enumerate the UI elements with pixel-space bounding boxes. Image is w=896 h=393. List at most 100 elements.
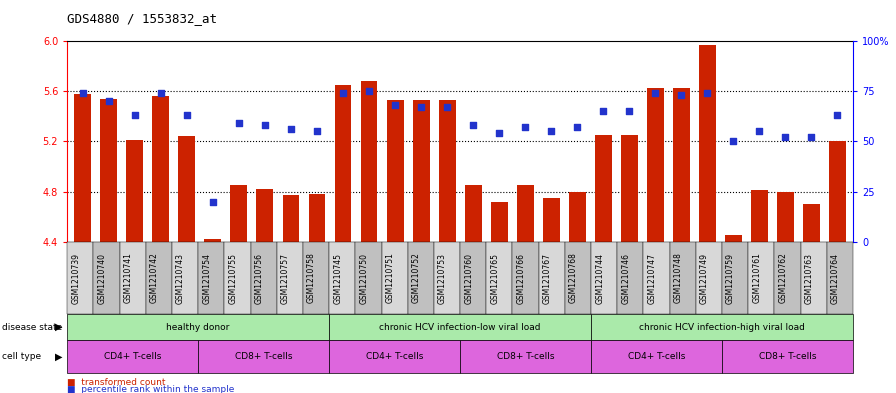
Text: CD8+ T-cells: CD8+ T-cells bbox=[759, 352, 816, 361]
Text: GSM1210761: GSM1210761 bbox=[753, 253, 762, 303]
Bar bbox=[386, 100, 403, 242]
Text: GSM1210756: GSM1210756 bbox=[254, 253, 263, 303]
Text: ■  percentile rank within the sample: ■ percentile rank within the sample bbox=[67, 385, 235, 393]
Text: GSM1210749: GSM1210749 bbox=[700, 253, 709, 303]
Point bbox=[596, 108, 610, 114]
Point bbox=[518, 124, 532, 130]
Point bbox=[258, 122, 272, 129]
Bar bbox=[308, 194, 325, 242]
Text: GSM1210759: GSM1210759 bbox=[726, 253, 735, 303]
Text: CD4+ T-cells: CD4+ T-cells bbox=[104, 352, 161, 361]
Bar bbox=[204, 239, 221, 242]
Bar bbox=[829, 141, 846, 242]
Point bbox=[180, 112, 194, 119]
Bar bbox=[100, 99, 117, 242]
Point bbox=[466, 122, 480, 129]
Point bbox=[440, 104, 454, 110]
Point bbox=[101, 98, 116, 105]
Text: GSM1210760: GSM1210760 bbox=[464, 253, 473, 303]
Text: GSM1210739: GSM1210739 bbox=[72, 253, 81, 303]
Point bbox=[154, 90, 168, 97]
Text: GSM1210766: GSM1210766 bbox=[517, 253, 526, 303]
Point bbox=[388, 102, 402, 108]
Point bbox=[414, 104, 428, 110]
Text: GSM1210765: GSM1210765 bbox=[490, 253, 499, 303]
Bar bbox=[230, 185, 247, 242]
Text: GSM1210751: GSM1210751 bbox=[385, 253, 394, 303]
Text: GSM1210753: GSM1210753 bbox=[438, 253, 447, 303]
Point bbox=[206, 198, 220, 205]
Text: ▶: ▶ bbox=[56, 352, 63, 362]
Text: healthy donor: healthy donor bbox=[167, 323, 230, 332]
Text: chronic HCV infection-high viral load: chronic HCV infection-high viral load bbox=[639, 323, 805, 332]
Point bbox=[674, 92, 688, 99]
Bar bbox=[334, 85, 351, 242]
Bar bbox=[777, 191, 794, 242]
Text: GSM1210742: GSM1210742 bbox=[150, 253, 159, 303]
Text: GSM1210748: GSM1210748 bbox=[674, 253, 683, 303]
Point bbox=[492, 130, 506, 137]
Bar bbox=[647, 88, 664, 242]
Point bbox=[752, 128, 766, 134]
Bar bbox=[725, 235, 742, 242]
Bar bbox=[126, 140, 143, 242]
Point bbox=[232, 120, 246, 127]
Text: CD8+ T-cells: CD8+ T-cells bbox=[496, 352, 555, 361]
Text: GSM1210745: GSM1210745 bbox=[333, 253, 342, 303]
Bar bbox=[152, 96, 169, 242]
Text: GSM1210754: GSM1210754 bbox=[202, 253, 211, 303]
Point bbox=[778, 134, 792, 141]
Bar bbox=[282, 195, 299, 242]
Bar bbox=[256, 189, 273, 242]
Text: GSM1210768: GSM1210768 bbox=[569, 253, 578, 303]
Bar bbox=[699, 45, 716, 242]
Point bbox=[284, 126, 298, 132]
Point bbox=[805, 134, 819, 141]
Point bbox=[128, 112, 142, 119]
Text: CD4+ T-cells: CD4+ T-cells bbox=[628, 352, 685, 361]
Text: GSM1210755: GSM1210755 bbox=[228, 253, 237, 303]
Text: cell type: cell type bbox=[2, 352, 41, 361]
Text: GSM1210746: GSM1210746 bbox=[621, 253, 631, 303]
Bar bbox=[74, 94, 91, 242]
Text: GSM1210762: GSM1210762 bbox=[779, 253, 788, 303]
Bar bbox=[569, 191, 586, 242]
Text: disease state: disease state bbox=[2, 323, 62, 332]
Bar bbox=[465, 185, 481, 242]
Point bbox=[310, 128, 324, 134]
Point bbox=[544, 128, 558, 134]
Text: GSM1210767: GSM1210767 bbox=[543, 253, 552, 303]
Bar bbox=[803, 204, 820, 242]
Text: GSM1210752: GSM1210752 bbox=[412, 253, 421, 303]
Point bbox=[831, 112, 845, 119]
Text: CD8+ T-cells: CD8+ T-cells bbox=[235, 352, 292, 361]
Bar bbox=[673, 88, 690, 242]
Text: GSM1210744: GSM1210744 bbox=[595, 253, 604, 303]
Bar bbox=[517, 185, 534, 242]
Bar bbox=[543, 198, 560, 242]
Bar bbox=[491, 202, 507, 242]
Bar bbox=[360, 81, 377, 242]
Point bbox=[622, 108, 636, 114]
Text: ■  transformed count: ■ transformed count bbox=[67, 378, 166, 387]
Point bbox=[700, 90, 714, 97]
Text: GSM1210741: GSM1210741 bbox=[124, 253, 133, 303]
Bar bbox=[439, 100, 455, 242]
Text: GSM1210758: GSM1210758 bbox=[307, 253, 316, 303]
Point bbox=[75, 90, 90, 97]
Point bbox=[726, 138, 740, 145]
Text: chronic HCV infection-low viral load: chronic HCV infection-low viral load bbox=[379, 323, 541, 332]
Bar bbox=[178, 136, 195, 242]
Text: GSM1210757: GSM1210757 bbox=[280, 253, 289, 303]
Text: CD4+ T-cells: CD4+ T-cells bbox=[366, 352, 423, 361]
Text: GSM1210750: GSM1210750 bbox=[359, 253, 368, 303]
Point bbox=[362, 88, 376, 94]
Bar bbox=[413, 100, 429, 242]
Point bbox=[336, 90, 350, 97]
Bar bbox=[621, 135, 638, 242]
Bar bbox=[751, 190, 768, 242]
Text: GSM1210743: GSM1210743 bbox=[177, 253, 185, 303]
Bar bbox=[595, 135, 612, 242]
Text: GSM1210763: GSM1210763 bbox=[805, 253, 814, 303]
Text: GSM1210747: GSM1210747 bbox=[648, 253, 657, 303]
